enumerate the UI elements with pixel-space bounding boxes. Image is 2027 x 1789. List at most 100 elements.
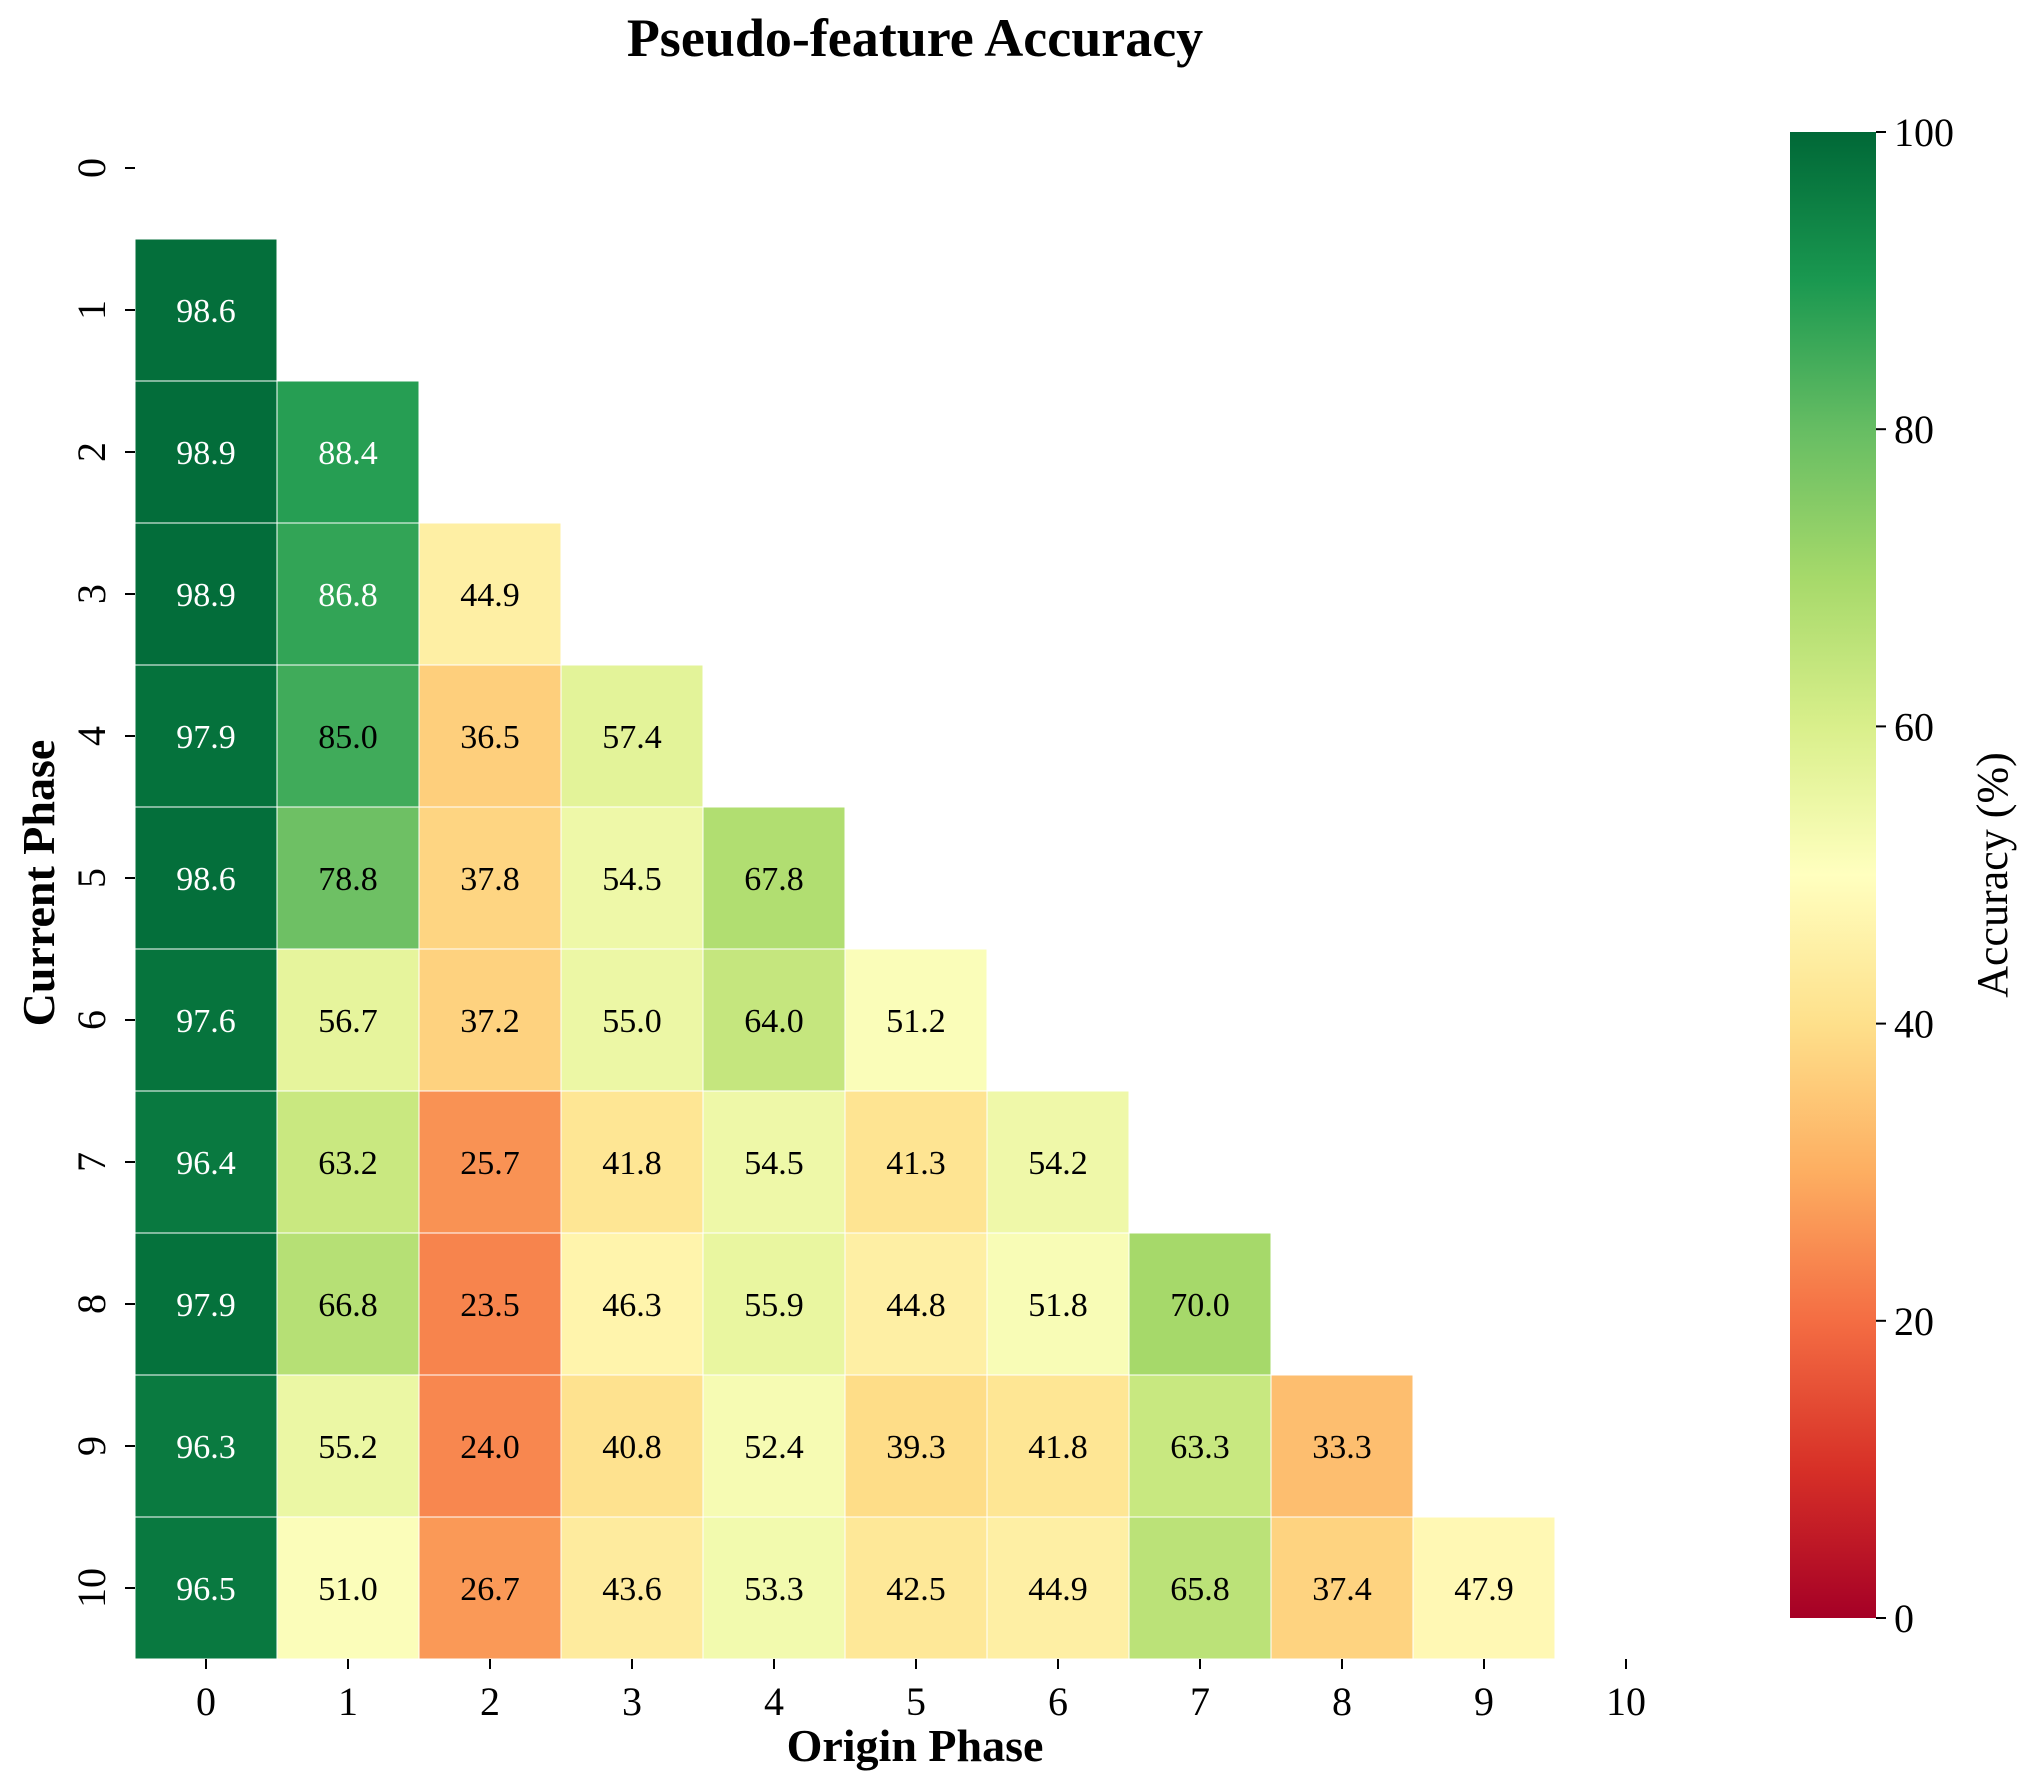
cell-value-label: 37.4 xyxy=(1312,1571,1372,1608)
cell-value-label: 66.8 xyxy=(318,1287,378,1324)
cell-value-label: 96.4 xyxy=(176,1145,236,1182)
y-tick-label: 5 xyxy=(69,868,114,888)
heatmap-cell xyxy=(276,1516,420,1660)
heatmap-cell xyxy=(418,522,562,666)
x-axis-ticks: 0 1 2 3 4 5 6 7 8 9 10 xyxy=(196,1659,1646,1724)
heatmap-cell xyxy=(276,1374,420,1518)
cell-value-label: 25.7 xyxy=(460,1145,520,1182)
cell-value-label: 96.3 xyxy=(176,1429,236,1466)
heatmap-cell xyxy=(418,806,562,950)
heatmap-cell xyxy=(844,1232,988,1376)
colorbar-label: Accuracy (%) xyxy=(1968,752,2017,998)
cell-value-label: 65.8 xyxy=(1170,1571,1230,1608)
cell-value-label: 54.2 xyxy=(1028,1145,1088,1182)
heatmap-cell xyxy=(844,1516,988,1660)
x-tick-label: 4 xyxy=(764,1679,784,1724)
heatmap-cell xyxy=(560,1090,704,1234)
heatmap-cell xyxy=(1412,1516,1556,1660)
heatmap-cells: 98.6 98.9 88.4 98.9 86.8 44.9 97.9 85.0 36.5 57.4… xyxy=(134,238,1556,1660)
heatmap-cell xyxy=(276,948,420,1092)
heatmap-cell xyxy=(276,522,420,666)
chart-title: Pseudo-feature Accuracy xyxy=(627,8,1203,68)
cell-value-label: 33.3 xyxy=(1312,1429,1372,1466)
heatmap-cell xyxy=(134,1516,278,1660)
colorbar-tick-label: 80 xyxy=(1894,407,1934,452)
cell-value-label: 39.3 xyxy=(886,1429,946,1466)
cell-value-label: 43.6 xyxy=(602,1571,662,1608)
x-tick-label: 0 xyxy=(196,1679,216,1724)
heatmap-cell xyxy=(560,948,704,1092)
cell-value-label: 42.5 xyxy=(886,1571,946,1608)
cell-value-label: 63.2 xyxy=(318,1145,378,1182)
heatmap-cell xyxy=(844,948,988,1092)
heatmap-cell xyxy=(418,948,562,1092)
y-tick-label: 4 xyxy=(69,726,114,746)
heatmap-cell xyxy=(560,1374,704,1518)
x-tick-label: 3 xyxy=(622,1679,642,1724)
cell-value-label: 64.0 xyxy=(744,1003,804,1040)
y-tick-label: 2 xyxy=(69,442,114,462)
heatmap-cell xyxy=(1128,1374,1272,1518)
cell-value-label: 55.2 xyxy=(318,1429,378,1466)
cell-value-label: 97.9 xyxy=(176,1287,236,1324)
cell-value-label: 97.9 xyxy=(176,719,236,756)
y-tick-label: 9 xyxy=(69,1436,114,1456)
heatmap-cell xyxy=(276,380,420,524)
cell-value-label: 51.2 xyxy=(886,1003,946,1040)
x-tick-label: 1 xyxy=(338,1679,358,1724)
cell-value-label: 37.8 xyxy=(460,861,520,898)
cell-value-label: 44.9 xyxy=(1028,1571,1088,1608)
colorbar-tick-label: 20 xyxy=(1894,1299,1934,1344)
cell-value-label: 41.8 xyxy=(1028,1429,1088,1466)
cell-value-label: 52.4 xyxy=(744,1429,804,1466)
heatmap-cell xyxy=(1270,1516,1414,1660)
cell-value-label: 96.5 xyxy=(176,1571,236,1608)
heatmap-cell xyxy=(560,1516,704,1660)
x-tick-label: 9 xyxy=(1474,1679,1494,1724)
y-tick-label: 6 xyxy=(69,1010,114,1030)
heatmap-cell xyxy=(986,1090,1130,1234)
heatmap-cell xyxy=(134,1232,278,1376)
heatmap-cell xyxy=(134,522,278,666)
colorbar xyxy=(1790,132,1876,1618)
cell-value-label: 54.5 xyxy=(744,1145,804,1182)
cell-value-label: 54.5 xyxy=(602,861,662,898)
heatmap-cell xyxy=(276,806,420,950)
cell-value-label: 44.8 xyxy=(886,1287,946,1324)
colorbar-ticks: 0 20 40 60 80 100 xyxy=(1876,110,1954,1641)
cell-value-label: 86.8 xyxy=(318,577,378,614)
heatmap-cell xyxy=(702,806,846,950)
cell-value-label: 67.8 xyxy=(744,861,804,898)
cell-value-label: 40.8 xyxy=(602,1429,662,1466)
cell-value-label: 37.2 xyxy=(460,1003,520,1040)
heatmap-cell xyxy=(1270,1374,1414,1518)
heatmap-cell xyxy=(134,380,278,524)
cell-value-label: 53.3 xyxy=(744,1571,804,1608)
cell-value-label: 47.9 xyxy=(1454,1571,1514,1608)
heatmap-cell xyxy=(702,948,846,1092)
cell-value-label: 26.7 xyxy=(460,1571,520,1608)
cell-value-label: 51.0 xyxy=(318,1571,378,1608)
y-axis-title: Current Phase xyxy=(13,740,64,1027)
cell-value-label: 98.6 xyxy=(176,293,236,330)
heatmap-cell xyxy=(134,238,278,382)
y-tick-label: 0 xyxy=(69,158,114,178)
cell-value-label: 70.0 xyxy=(1170,1287,1230,1324)
heatmap-cell xyxy=(560,806,704,950)
colorbar-tick-label: 40 xyxy=(1894,1002,1934,1047)
cell-value-label: 55.9 xyxy=(744,1287,804,1324)
heatmap-cell xyxy=(560,664,704,808)
x-tick-label: 8 xyxy=(1332,1679,1352,1724)
y-axis-ticks: 0 1 2 3 4 5 6 7 8 9 10 xyxy=(69,158,135,1608)
cell-value-label: 88.4 xyxy=(318,435,378,472)
colorbar-tick-label: 0 xyxy=(1894,1596,1914,1641)
cell-value-label: 36.5 xyxy=(460,719,520,756)
heatmap-cell xyxy=(418,1374,562,1518)
y-tick-label: 3 xyxy=(69,584,114,604)
x-axis-title: Origin Phase xyxy=(787,1720,1044,1771)
heatmap-cell xyxy=(134,1374,278,1518)
heatmap-cell xyxy=(276,664,420,808)
cell-value-label: 51.8 xyxy=(1028,1287,1088,1324)
y-tick-label: 7 xyxy=(69,1152,114,1172)
heatmap-cell xyxy=(844,1090,988,1234)
